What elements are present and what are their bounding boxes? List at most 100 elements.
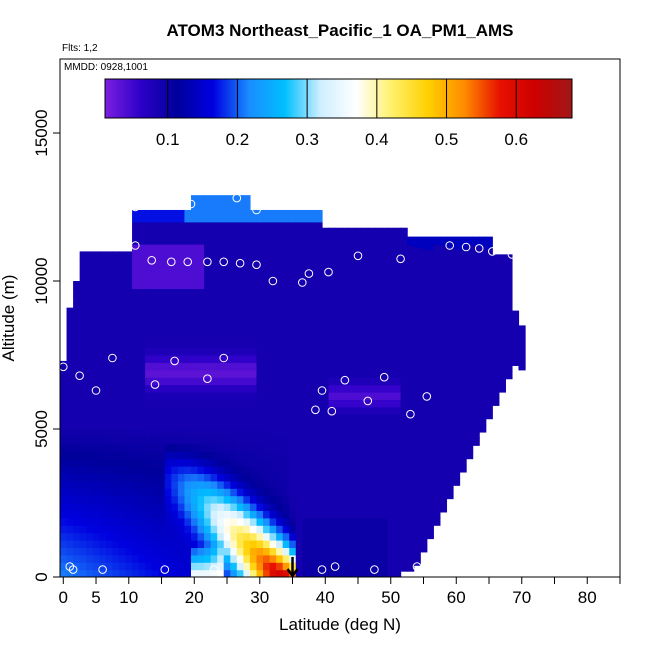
heatmap-cell (118, 362, 127, 371)
heatmap-cell (328, 562, 336, 571)
heatmap-cell (308, 569, 317, 577)
heatmap-cell (158, 347, 166, 356)
heatmap-cell (341, 414, 349, 423)
heatmap-cell (217, 384, 225, 393)
heatmap-cell (249, 554, 258, 563)
heatmap-cell (498, 318, 506, 326)
heatmap-cell (263, 429, 271, 437)
heatmap-cell (243, 347, 251, 356)
heatmap-cell (321, 332, 330, 341)
heatmap-cell (466, 347, 474, 356)
heatmap-cell (263, 547, 271, 556)
heatmap-cell (66, 436, 74, 445)
heatmap-cell (400, 326, 408, 335)
heatmap-cell (99, 466, 107, 474)
heatmap-cell (498, 310, 506, 319)
heatmap-cell (204, 473, 212, 482)
heatmap-cell (79, 310, 87, 319)
heatmap-cell (243, 288, 251, 297)
heatmap-cell (492, 375, 500, 384)
heatmap-cell (230, 281, 238, 289)
heatmap-cell (295, 429, 303, 437)
heatmap-cell (132, 451, 140, 460)
heatmap-cell (426, 471, 434, 480)
heatmap-cell (217, 458, 225, 467)
heatmap-cell (243, 540, 251, 548)
heatmap-cell (492, 264, 500, 273)
heatmap-cell (125, 258, 133, 267)
heatmap-cell (446, 365, 454, 374)
heatmap-cell (452, 278, 461, 287)
heatmap-cell (230, 229, 238, 238)
heatmap-cell (354, 281, 362, 289)
heatmap-cell (341, 503, 349, 511)
heatmap-cell (394, 325, 402, 334)
heatmap-cell (236, 362, 244, 371)
heatmap-cell (177, 310, 186, 319)
heatmap-cell (184, 488, 192, 497)
heatmap-cell (394, 503, 402, 511)
heatmap-cell (105, 517, 113, 526)
heatmap-cell (269, 258, 277, 267)
heatmap-cell (177, 399, 186, 408)
heatmap-cell (86, 362, 94, 371)
heatmap-cell (328, 384, 336, 393)
heatmap-cell (472, 349, 480, 358)
heatmap-cell (302, 369, 310, 378)
heatmap-cell (184, 384, 192, 393)
heatmap-cell (420, 470, 428, 479)
heatmap-cell (387, 362, 395, 371)
heatmap-cell (269, 436, 277, 445)
heatmap-cell (105, 495, 113, 504)
observation-point (209, 565, 219, 574)
heatmap-cell (256, 480, 264, 489)
heatmap-cell (433, 340, 441, 349)
heatmap-cell (132, 281, 140, 289)
heatmap-cell (236, 384, 244, 393)
heatmap-cell (145, 540, 153, 548)
heatmap-cell (92, 273, 100, 282)
heatmap-cell (99, 266, 107, 275)
heatmap-cell (151, 540, 159, 548)
heatmap-cell (328, 421, 336, 430)
heatmap-cell (269, 495, 277, 504)
heatmap-cell (361, 525, 369, 534)
heatmap-cell (302, 458, 310, 467)
heatmap-cell (466, 362, 474, 371)
heatmap-cell (138, 303, 146, 312)
heatmap-cell (439, 386, 448, 395)
heatmap-cell (99, 510, 107, 519)
heatmap-cell (66, 554, 74, 563)
heatmap-cell (236, 540, 244, 548)
heatmap-cell (236, 199, 244, 208)
heatmap-cell (210, 214, 218, 223)
heatmap-cell (197, 244, 205, 252)
heatmap-cell (138, 392, 146, 400)
heatmap-cell (400, 386, 408, 395)
heatmap-cell (66, 525, 74, 534)
heatmap-cell (164, 480, 172, 489)
heatmap-cell (439, 349, 448, 358)
heatmap-cell (236, 436, 244, 445)
heatmap-cell (282, 244, 290, 252)
heatmap-cell (151, 503, 159, 511)
heatmap-cell (171, 266, 179, 275)
heatmap-cell (66, 332, 74, 341)
heatmap-cell (217, 517, 225, 526)
heatmap-cell (66, 369, 74, 378)
heatmap-cell (452, 433, 461, 442)
heatmap-cell (92, 436, 100, 445)
heatmap-cell (439, 400, 448, 409)
heatmap-cell (361, 532, 369, 541)
heatmap-cell (99, 347, 107, 356)
heatmap-cell (374, 392, 382, 400)
heatmap-cell (197, 332, 205, 341)
heatmap-cell (354, 310, 362, 319)
heatmap-cell (210, 229, 218, 238)
observation-point (474, 244, 484, 253)
heatmap-cell (459, 442, 467, 451)
heatmap-cell (171, 332, 179, 341)
heatmap-cell (282, 466, 290, 474)
heatmap-cell (295, 414, 303, 423)
heatmap-cell (374, 355, 382, 363)
